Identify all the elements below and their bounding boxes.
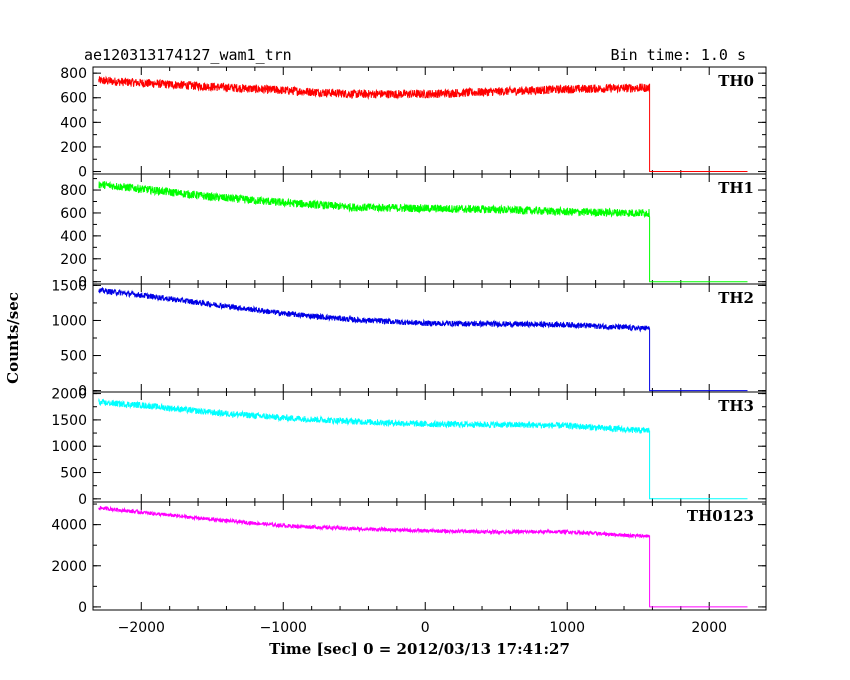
y-tick-label: 200 <box>60 252 87 268</box>
x-tick-label: 2000 <box>691 620 727 636</box>
y-tick-label: 500 <box>60 349 87 365</box>
y-tick-label: 4000 <box>51 518 87 534</box>
y-tick-label: 2000 <box>51 559 87 575</box>
x-tick-label: −2000 <box>118 620 165 636</box>
y-tick-label: 600 <box>60 206 87 222</box>
series-line-th1 <box>98 181 748 283</box>
series-label-th0123: TH0123 <box>687 507 754 525</box>
bin-time-label: Bin time: 1.0 s <box>610 46 746 64</box>
y-tick-label: 1500 <box>51 278 87 294</box>
y-tick-label: 0 <box>78 384 87 400</box>
y-tick-label: 0 <box>78 275 87 291</box>
y-tick-label: 0 <box>78 165 87 181</box>
series-line-th0 <box>98 75 748 172</box>
y-tick-label: 600 <box>60 91 87 107</box>
panel-frame-th1 <box>92 173 767 285</box>
y-tick-label: 1500 <box>51 413 87 429</box>
panel-frame-th2 <box>92 283 767 393</box>
y-tick-label: 400 <box>60 229 87 245</box>
series-label-th0: TH0 <box>718 72 754 90</box>
series-line-th3 <box>98 397 748 500</box>
y-tick-label: 1000 <box>51 313 87 329</box>
x-axis-label: Time [sec] 0 = 2012/03/13 17:41:27 <box>269 640 570 658</box>
y-tick-label: 500 <box>60 466 87 482</box>
x-tick-label: −1000 <box>260 620 307 636</box>
y-tick-label: 0 <box>78 600 87 616</box>
y-tick-label: 1000 <box>51 439 87 455</box>
panel-frame-th0 <box>92 66 767 175</box>
y-tick-label: 200 <box>60 140 87 156</box>
y-tick-label: 2000 <box>51 387 87 403</box>
series-label-th2: TH2 <box>718 289 754 307</box>
chart-title: ae120313174127_wam1_trn <box>84 46 292 64</box>
series-label-th1: TH1 <box>718 179 754 197</box>
x-tick-label: 1000 <box>549 620 585 636</box>
series-label-th3: TH3 <box>718 397 754 415</box>
series-line-th2 <box>98 286 748 392</box>
y-tick-label: 0 <box>78 492 87 508</box>
y-tick-label: 400 <box>60 115 87 131</box>
series-line-th0123 <box>98 505 748 608</box>
y-tick-label: 800 <box>60 66 87 82</box>
y-axis-label: Counts/sec <box>4 292 22 384</box>
panel-frame-th0123 <box>92 501 767 611</box>
y-tick-label: 800 <box>60 183 87 199</box>
x-tick-label: 0 <box>421 620 430 636</box>
